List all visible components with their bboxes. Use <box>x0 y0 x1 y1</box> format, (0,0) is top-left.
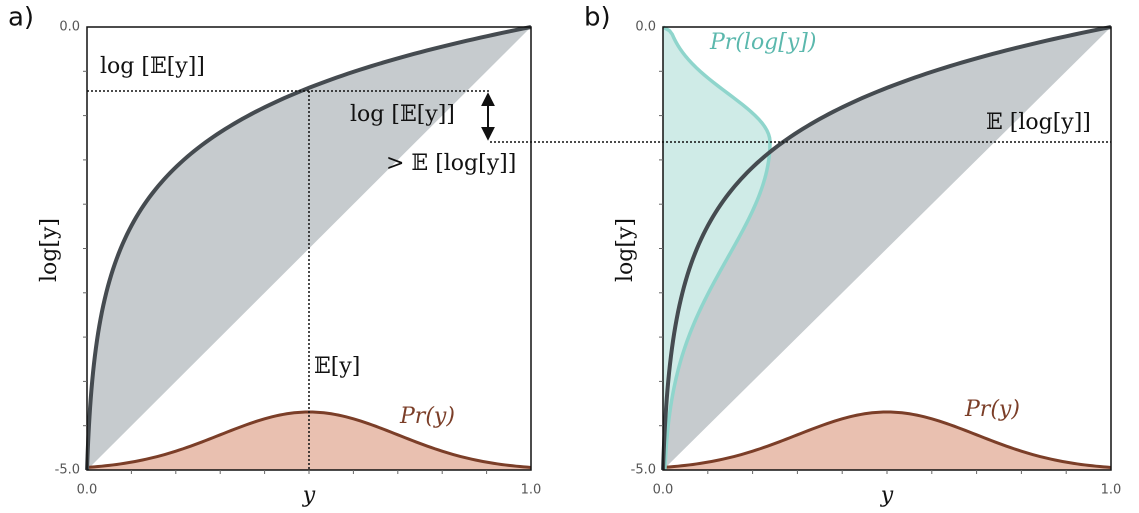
y-axis-label: log[y] <box>37 218 62 282</box>
annotation: log [𝔼[y]] <box>100 54 205 79</box>
x-axis-label: y <box>880 483 894 508</box>
annotation: Pr(y) <box>399 404 455 429</box>
log-curve <box>85 25 532 471</box>
panel-label: b) <box>584 3 611 33</box>
log-curve <box>661 25 1112 471</box>
panel-label: a) <box>8 3 34 33</box>
tick-label: 0.0 <box>59 20 80 35</box>
panel-b <box>659 25 1112 474</box>
annotation: > 𝔼 [log[y]] <box>386 151 516 176</box>
y-axis-label: log[y] <box>613 218 638 282</box>
annotation: 𝔼 [log[y]] <box>986 110 1091 135</box>
tick-label: 0.0 <box>635 20 656 35</box>
pr-y-fill <box>663 412 1111 470</box>
annotation: 𝔼[y] <box>314 354 360 379</box>
tick-label: 1.0 <box>1101 483 1122 498</box>
tick-label: 1.0 <box>521 483 542 498</box>
annotation: Pr(y) <box>964 397 1020 422</box>
shaded-region <box>663 27 1111 470</box>
x-axis-label: y <box>302 483 316 508</box>
annotation: log [𝔼[y]] <box>350 102 455 127</box>
tick-label: 0.0 <box>77 483 98 498</box>
annotation: Pr(log[y]) <box>709 30 816 55</box>
tick-label: -5.0 <box>55 463 80 478</box>
tick-label: 0.0 <box>653 483 674 498</box>
pr-y-curve <box>662 410 1112 469</box>
tick-label: -5.0 <box>631 463 656 478</box>
pr-log-y-curve <box>662 25 772 471</box>
pr-log-y-fill <box>663 27 770 470</box>
panel-a <box>83 25 532 474</box>
